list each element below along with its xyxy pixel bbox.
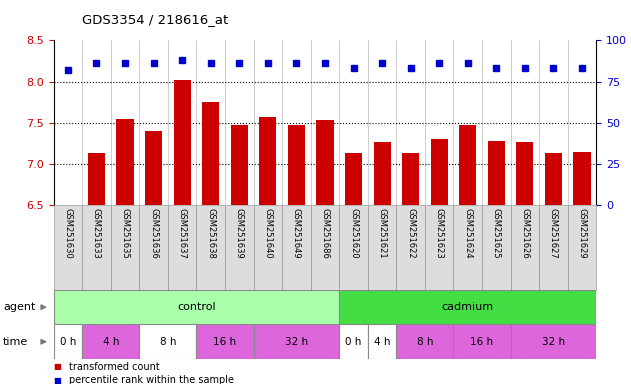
FancyBboxPatch shape [482,205,510,290]
FancyBboxPatch shape [196,324,254,359]
Bar [345,154,362,205]
FancyBboxPatch shape [82,324,139,359]
Text: GSM251633: GSM251633 [92,208,101,259]
FancyBboxPatch shape [254,205,282,290]
Text: GSM251640: GSM251640 [263,208,273,258]
FancyBboxPatch shape [54,290,339,324]
Text: GSM251620: GSM251620 [349,208,358,258]
Text: cadmium: cadmium [442,302,494,312]
Text: ■: ■ [54,376,61,384]
FancyBboxPatch shape [111,205,139,290]
Text: GSM251629: GSM251629 [577,208,586,258]
FancyBboxPatch shape [196,205,225,290]
FancyBboxPatch shape [254,324,339,359]
Text: control: control [177,302,216,312]
FancyBboxPatch shape [368,205,396,290]
Text: GSM251630: GSM251630 [64,208,73,259]
Bar [231,124,248,205]
Text: GSM251622: GSM251622 [406,208,415,258]
FancyBboxPatch shape [310,205,339,290]
Text: 8 h: 8 h [160,337,176,347]
Text: GSM251686: GSM251686 [321,208,329,259]
Text: ■: ■ [54,362,61,371]
Text: GSM251639: GSM251639 [235,208,244,259]
FancyBboxPatch shape [396,205,425,290]
Bar [402,154,419,205]
Text: 8 h: 8 h [416,337,433,347]
FancyBboxPatch shape [396,324,454,359]
FancyBboxPatch shape [54,324,82,359]
FancyBboxPatch shape [454,324,510,359]
Bar [202,102,220,205]
Bar [516,142,533,205]
Bar [288,125,305,205]
Text: GSM251621: GSM251621 [377,208,387,258]
Bar [88,154,105,205]
Bar [488,141,505,205]
Text: GSM251638: GSM251638 [206,208,215,259]
Text: GSM251637: GSM251637 [178,208,187,259]
Text: GSM251623: GSM251623 [435,208,444,259]
FancyBboxPatch shape [339,205,368,290]
Text: GSM251625: GSM251625 [492,208,501,258]
Bar [459,124,476,205]
FancyBboxPatch shape [510,324,596,359]
FancyBboxPatch shape [368,324,396,359]
Text: 0 h: 0 h [60,337,76,347]
Bar [545,154,562,205]
Text: 32 h: 32 h [542,337,565,347]
Text: GSM251627: GSM251627 [549,208,558,259]
FancyBboxPatch shape [425,205,454,290]
Text: 32 h: 32 h [285,337,308,347]
FancyBboxPatch shape [339,290,596,324]
Text: time: time [3,337,28,347]
Text: percentile rank within the sample: percentile rank within the sample [69,375,234,384]
Text: 0 h: 0 h [345,337,362,347]
Bar [174,80,191,205]
FancyBboxPatch shape [454,205,482,290]
FancyBboxPatch shape [82,205,111,290]
FancyBboxPatch shape [282,205,310,290]
FancyBboxPatch shape [510,205,539,290]
Bar [374,142,391,205]
Text: 16 h: 16 h [213,337,237,347]
FancyBboxPatch shape [168,205,196,290]
FancyBboxPatch shape [139,205,168,290]
Text: 4 h: 4 h [102,337,119,347]
Text: GSM251635: GSM251635 [121,208,129,259]
Bar [117,119,134,205]
Text: GSM251636: GSM251636 [149,208,158,259]
Text: 4 h: 4 h [374,337,391,347]
FancyBboxPatch shape [225,205,254,290]
Text: agent: agent [3,302,35,312]
FancyBboxPatch shape [568,205,596,290]
FancyBboxPatch shape [54,205,82,290]
Text: transformed count: transformed count [69,362,160,372]
Text: GSM251649: GSM251649 [292,208,301,258]
Bar [316,121,334,205]
Bar [430,139,448,205]
FancyBboxPatch shape [339,324,368,359]
Bar [574,152,591,205]
FancyBboxPatch shape [539,205,568,290]
FancyBboxPatch shape [139,324,196,359]
Text: GSM251626: GSM251626 [521,208,529,259]
Bar [145,131,162,205]
Text: GSM251624: GSM251624 [463,208,472,258]
Text: GDS3354 / 218616_at: GDS3354 / 218616_at [82,13,228,26]
Bar [259,117,276,205]
Text: 16 h: 16 h [471,337,493,347]
